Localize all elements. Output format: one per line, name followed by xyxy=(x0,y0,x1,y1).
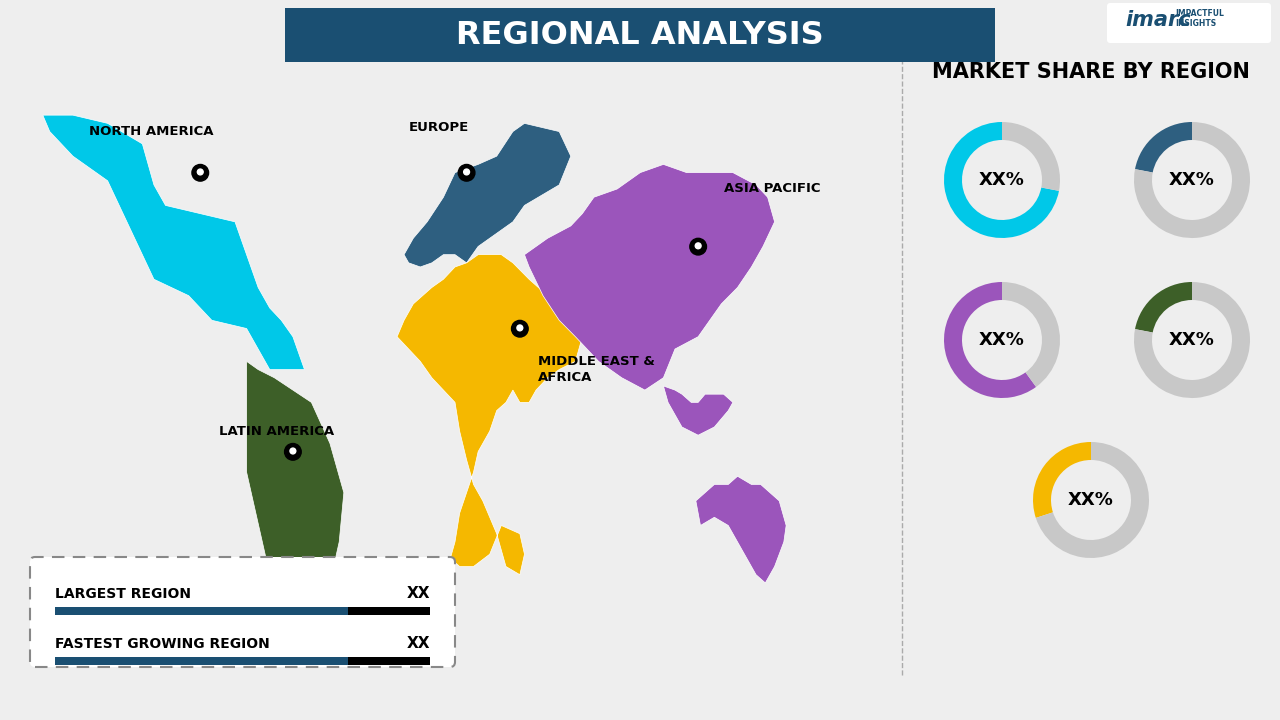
Circle shape xyxy=(512,320,529,337)
Wedge shape xyxy=(945,122,1059,238)
Polygon shape xyxy=(690,248,707,255)
Circle shape xyxy=(291,448,296,454)
Text: LARGEST REGION: LARGEST REGION xyxy=(55,587,191,601)
Text: imarc: imarc xyxy=(1125,10,1190,30)
Polygon shape xyxy=(247,361,344,649)
Polygon shape xyxy=(397,255,582,575)
Polygon shape xyxy=(663,386,733,435)
Text: XX%: XX% xyxy=(1169,331,1215,349)
Text: IMPACTFUL: IMPACTFUL xyxy=(1175,9,1224,19)
Circle shape xyxy=(284,444,301,460)
FancyBboxPatch shape xyxy=(29,557,454,667)
Text: ASIA PACIFIC: ASIA PACIFIC xyxy=(723,182,820,196)
Wedge shape xyxy=(1033,442,1091,518)
Polygon shape xyxy=(192,174,209,181)
FancyBboxPatch shape xyxy=(347,657,430,665)
Wedge shape xyxy=(945,282,1036,398)
FancyBboxPatch shape xyxy=(55,607,347,615)
Circle shape xyxy=(695,243,701,248)
Polygon shape xyxy=(42,115,305,369)
Text: INSIGHTS: INSIGHTS xyxy=(1175,19,1216,27)
Text: MIDDLE EAST &
AFRICA: MIDDLE EAST & AFRICA xyxy=(539,355,655,384)
Circle shape xyxy=(197,169,204,175)
Wedge shape xyxy=(1002,282,1060,387)
FancyBboxPatch shape xyxy=(1107,3,1271,43)
Text: MARKET SHARE BY REGION: MARKET SHARE BY REGION xyxy=(932,62,1251,82)
Circle shape xyxy=(192,164,209,181)
Text: XX%: XX% xyxy=(1169,171,1215,189)
Wedge shape xyxy=(1002,122,1060,191)
Text: XX%: XX% xyxy=(979,331,1025,349)
Text: XX: XX xyxy=(407,587,430,601)
Circle shape xyxy=(517,325,522,330)
Wedge shape xyxy=(1036,442,1149,558)
FancyBboxPatch shape xyxy=(347,607,430,615)
Wedge shape xyxy=(1135,122,1192,173)
Circle shape xyxy=(458,164,475,181)
FancyBboxPatch shape xyxy=(55,657,347,665)
FancyBboxPatch shape xyxy=(285,8,995,62)
Text: LATIN AMERICA: LATIN AMERICA xyxy=(219,425,334,438)
Circle shape xyxy=(690,238,707,255)
Text: NORTH AMERICA: NORTH AMERICA xyxy=(90,125,214,138)
Polygon shape xyxy=(525,164,774,390)
Polygon shape xyxy=(696,476,786,583)
Text: FASTEST GROWING REGION: FASTEST GROWING REGION xyxy=(55,637,270,651)
Polygon shape xyxy=(285,454,301,460)
Text: REGIONAL ANALYSIS: REGIONAL ANALYSIS xyxy=(456,19,824,50)
Text: XX%: XX% xyxy=(979,171,1025,189)
Text: XX%: XX% xyxy=(1068,491,1114,509)
Polygon shape xyxy=(512,330,527,337)
Wedge shape xyxy=(1134,122,1251,238)
Wedge shape xyxy=(1134,282,1251,398)
Text: XX: XX xyxy=(407,636,430,652)
Circle shape xyxy=(463,169,470,175)
Wedge shape xyxy=(1135,282,1192,333)
Text: EUROPE: EUROPE xyxy=(408,121,468,134)
Polygon shape xyxy=(404,123,571,267)
Polygon shape xyxy=(458,174,475,181)
